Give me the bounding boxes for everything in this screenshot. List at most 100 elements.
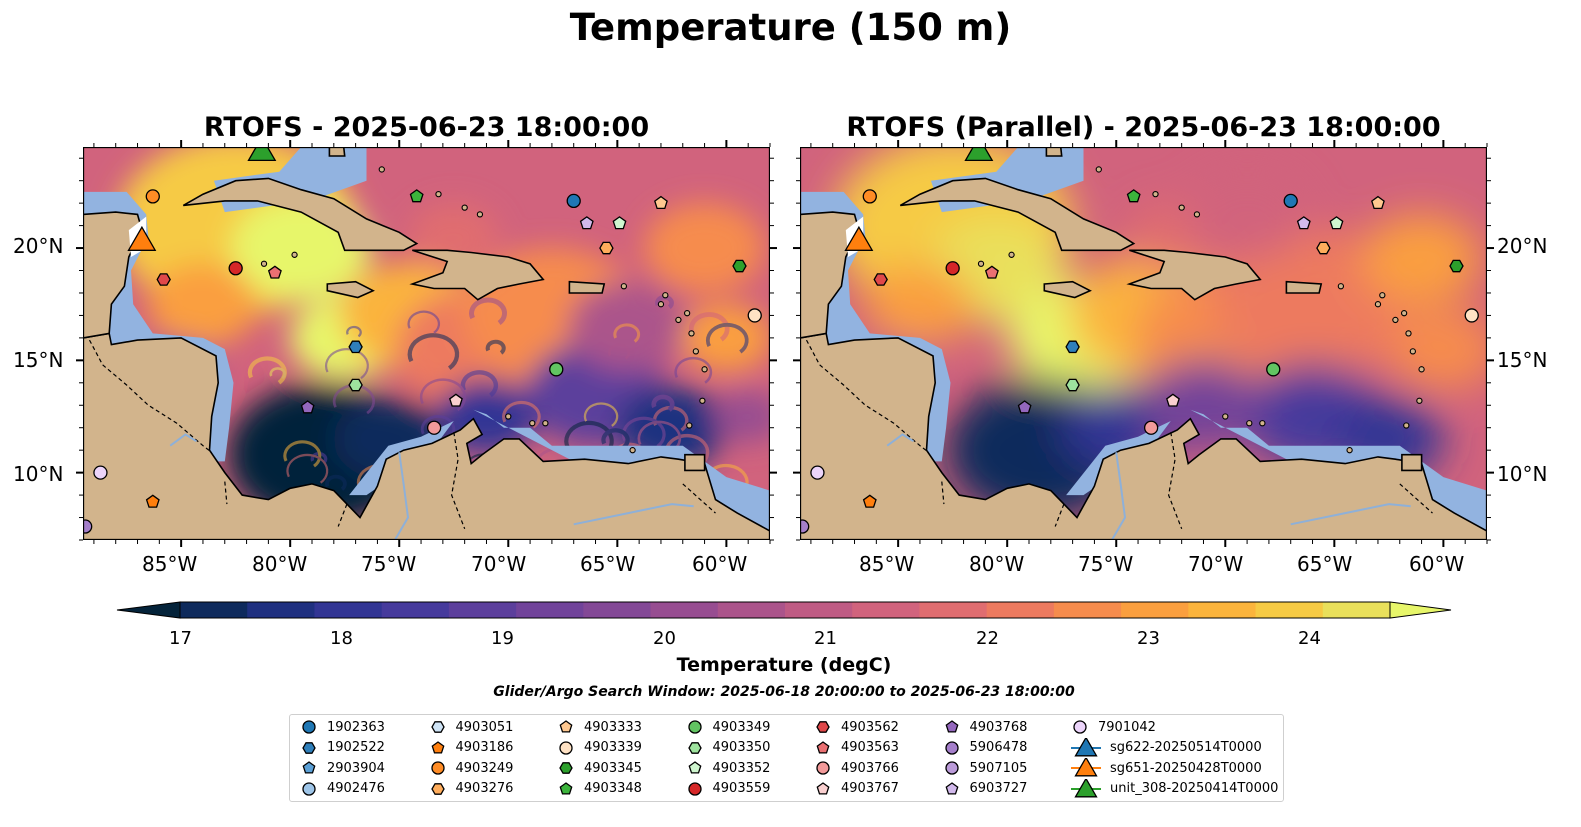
colorbar-segment [919, 602, 988, 618]
colorbar-tick-label: 24 [1298, 628, 1321, 649]
platform-marker-unit_308-20250414T0000 [964, 147, 994, 162]
search-window-text: Glider/Argo Search Window: 2025-06-18 20… [493, 684, 1075, 700]
platform-marker-4903767 [1166, 393, 1180, 407]
legend-marker-circle [1073, 720, 1087, 734]
legend-label: 4902476 [327, 781, 385, 796]
platform-marker-6903727 [579, 216, 594, 230]
lon-tick-label: 85°W [142, 552, 198, 576]
platform-marker-1902522 [1065, 340, 1080, 354]
platform-marker-5906478 [800, 519, 810, 534]
legend-marker-hexagon [430, 721, 445, 733]
platform-marker-4903349 [1266, 362, 1281, 377]
legend-label: 4903768 [969, 719, 1028, 735]
legend-label: 4903276 [455, 781, 514, 796]
legend-label: 5907105 [969, 760, 1028, 776]
colorbar-max-extend [1389, 601, 1452, 619]
lat-tick-label: 15°N [13, 348, 64, 372]
legend-item: 4903767 [814, 779, 899, 799]
land-hispaniola [409, 249, 545, 301]
platform-marker-4903345 [1449, 259, 1464, 273]
lon-tick-label: 75°W [361, 552, 417, 576]
legend-item: unit_308-20250414T0000 [1071, 778, 1278, 799]
land-yucatan [800, 211, 860, 339]
platform-marker-4903563 [267, 265, 282, 279]
legend-marker-hexagon [816, 721, 830, 733]
platform-marker-7901042 [93, 465, 108, 480]
legend-marker-circle [944, 740, 959, 755]
colorbar-segment [1255, 602, 1324, 618]
map-frame [800, 147, 1487, 540]
legend-label: 4903339 [584, 740, 642, 755]
legend-marker-hexagon [559, 762, 573, 774]
legend-label: 5906478 [969, 740, 1028, 755]
legend-marker-pentagon [816, 740, 830, 754]
land-trinidad [1401, 453, 1423, 472]
lon-tick-label: 85°W [859, 552, 915, 576]
legend-marker-hexagon [430, 782, 445, 795]
legend-item: 4903768 [943, 717, 1028, 737]
legend-marker-pentagon [302, 761, 316, 774]
platform-marker-sg651-20250428T0000 [127, 225, 157, 251]
colorbar-segment [1188, 602, 1257, 618]
legend-item: 4903766 [814, 758, 899, 778]
lon-tick-label: 80°W [969, 552, 1025, 576]
map-title-parallel: RTOFS (Parallel) - 2025-06-23 18:00:00 [846, 112, 1441, 143]
legend-item: 4903352 [686, 758, 771, 778]
lon-tick-label: 80°W [252, 552, 308, 576]
legend-item: 1902522 [300, 738, 385, 758]
legend-label: 2903904 [327, 760, 385, 776]
colorbar-segment [1121, 602, 1189, 618]
colorbar-segment [650, 602, 719, 618]
legend-marker-circle [302, 720, 316, 734]
legend-label: 4903562 [841, 719, 899, 735]
legend-label: 4903186 [455, 740, 514, 755]
legend-marker-pentagon [945, 720, 958, 733]
lon-tick-label: 70°W [1188, 552, 1244, 576]
colorbar-segment [247, 602, 316, 618]
legend-marker-pentagon [688, 761, 701, 774]
platform-marker-1902363 [1283, 193, 1298, 209]
platform-marker-unit_308-20250414T0000 [247, 147, 277, 162]
legend-label: 4903345 [584, 760, 642, 776]
colorbar-segment [381, 602, 450, 618]
legend-marker-pentagon [559, 720, 573, 733]
legend-marker-circle [559, 740, 573, 755]
legend-label: 4903352 [712, 760, 771, 776]
legend-label: 4903767 [841, 781, 899, 796]
platform-marker-4903562 [156, 273, 171, 286]
colorbar-segment [180, 602, 248, 618]
land-yucatan [83, 211, 143, 339]
land-andros [328, 147, 346, 157]
legend-label: 6903727 [969, 781, 1028, 796]
lat-tick-label: 10°N [1497, 462, 1548, 486]
legend-marker-circle [430, 761, 445, 775]
lon-tick-label: 70°W [471, 552, 527, 576]
lat-tick-label: 20°N [13, 234, 64, 258]
platform-marker-4903559 [228, 261, 243, 276]
platform-marker-sg651-20250428T0000 [844, 225, 874, 251]
figure-title: Temperature (150 m) [569, 6, 1012, 49]
platform-marker-4903348 [1126, 189, 1141, 203]
colorbar-segment [986, 602, 1055, 618]
legend-marker-circle [302, 781, 316, 796]
legend-marker-circle [816, 761, 830, 775]
platform-marker-4903339 [1464, 308, 1479, 323]
land-puertoRico [1285, 280, 1323, 294]
land-puertoRico [568, 280, 606, 294]
legend-item: 4903349 [686, 717, 770, 737]
platform-marker-4903768 [300, 400, 315, 414]
land-hispaniola [1126, 249, 1262, 301]
legend-item: 4903348 [557, 779, 642, 799]
colorbar-tick-label: 23 [1137, 628, 1160, 649]
legend-item: sg651-20250428T0000 [1071, 758, 1262, 778]
legend-item: 1902363 [300, 717, 385, 737]
legend-label: sg622-20250514T0000 [1110, 740, 1262, 755]
land-jamaica [326, 280, 375, 299]
lat-tick-label: 15°N [1497, 348, 1548, 372]
legend-item: 4903562 [814, 717, 899, 737]
colorbar-segment [717, 602, 786, 618]
platform-marker-4903766 [1143, 420, 1159, 435]
lon-tick-label: 75°W [1078, 552, 1134, 576]
platform-marker-1902363 [566, 193, 581, 209]
legend-item: 4903563 [814, 738, 899, 758]
